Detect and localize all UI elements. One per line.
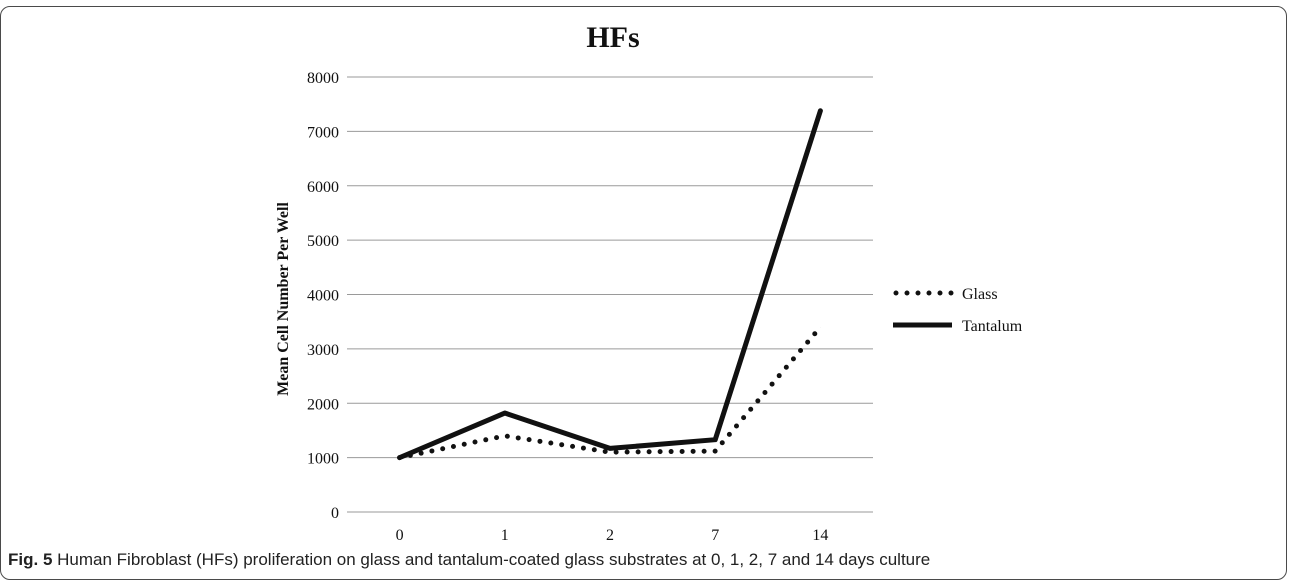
- figure-frame: [0, 6, 1287, 580]
- y-tick-label: 7000: [307, 124, 339, 141]
- y-tick-label: 1000: [307, 451, 339, 468]
- y-tick-label: 4000: [307, 288, 339, 305]
- chart-title: HFs: [586, 21, 639, 54]
- legend: Glass Tantalum: [893, 286, 1023, 335]
- y-tick-label: 2000: [307, 396, 339, 413]
- y-tick-label: 6000: [307, 179, 339, 196]
- legend-label-tantalum: Tantalum: [962, 318, 1023, 335]
- series-lines: [397, 108, 823, 461]
- y-axis-label: Mean Cell Number Per Well: [275, 202, 292, 396]
- y-tick-label: 0: [331, 505, 339, 522]
- y-tick-labels: 0 1000 2000 3000 4000 5000 6000 7000 8000: [307, 70, 339, 522]
- x-tick-label: 14: [812, 527, 828, 544]
- x-tick-labels: 0 1 2 7 14: [396, 527, 829, 544]
- legend-label-glass: Glass: [962, 286, 998, 303]
- series-line-tantalum: [397, 108, 823, 461]
- x-tick-label: 2: [606, 527, 614, 544]
- series-line-glass: [397, 324, 823, 461]
- caption-text: Human Fibroblast (HFs) proliferation on …: [52, 550, 931, 569]
- figure-caption: Fig. 5 Human Fibroblast (HFs) proliferat…: [8, 550, 1278, 570]
- figure-label: Fig. 5: [8, 550, 53, 569]
- x-tick-label: 1: [501, 527, 509, 544]
- line-chart: HFs Mean Cell Number Per Well 0 1000 2000 3…: [275, 21, 1023, 544]
- y-tick-label: 3000: [307, 342, 339, 359]
- y-tick-label: 5000: [307, 233, 339, 250]
- y-tick-label: 8000: [307, 70, 339, 87]
- x-tick-label: 0: [396, 527, 404, 544]
- gridlines: [347, 76, 873, 513]
- x-tick-label: 7: [711, 527, 719, 544]
